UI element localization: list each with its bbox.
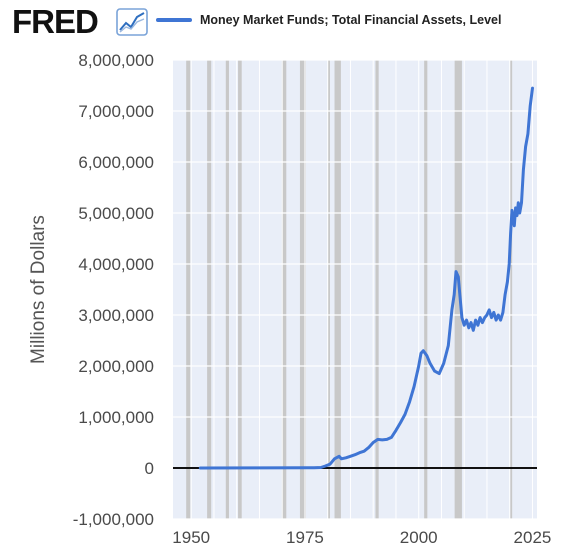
- y-tick-label: 2,000,000: [78, 357, 154, 376]
- y-tick-label: 5,000,000: [78, 204, 154, 223]
- recession-band: [327, 60, 330, 519]
- recession-band: [281, 60, 287, 519]
- plot-area: [173, 60, 537, 519]
- recession-band: [186, 60, 191, 519]
- recession-band: [424, 60, 428, 519]
- recession-band: [225, 60, 229, 519]
- legend: Money Market Funds; Total Financial Asse…: [156, 10, 501, 30]
- recession-band: [299, 60, 306, 519]
- y-tick-label: 6,000,000: [78, 153, 154, 172]
- x-tick-label: 2000: [400, 528, 438, 547]
- y-tick-label: 7,000,000: [78, 102, 154, 121]
- series-line: [198, 86, 534, 470]
- y-tick-label: 3,000,000: [78, 306, 154, 325]
- x-tick-label: 1975: [286, 528, 324, 547]
- recession-band: [375, 60, 379, 519]
- y-tick-label: 1,000,000: [78, 408, 154, 427]
- fred-logo[interactable]: FRED: [12, 3, 99, 40]
- y-tick-label: -1,000,000: [73, 510, 154, 529]
- y-axis-label: Millions of Dollars: [28, 215, 49, 364]
- y-tick-label: 4,000,000: [78, 255, 154, 274]
- recession-band: [334, 60, 341, 519]
- legend-swatch: [156, 18, 192, 22]
- x-tick-label: 1950: [172, 528, 210, 547]
- legend-label: Money Market Funds; Total Financial Asse…: [200, 13, 502, 27]
- chart-header: FRED Money Market Funds; Total Financial…: [0, 0, 562, 44]
- y-tick-label: 8,000,000: [78, 51, 154, 70]
- x-tick-label: 2025: [514, 528, 552, 547]
- recession-band: [510, 60, 513, 519]
- y-tick-label: 0: [145, 459, 154, 478]
- recession-band: [238, 60, 242, 519]
- recession-band: [207, 60, 212, 519]
- chart-graph-icon: [116, 8, 148, 36]
